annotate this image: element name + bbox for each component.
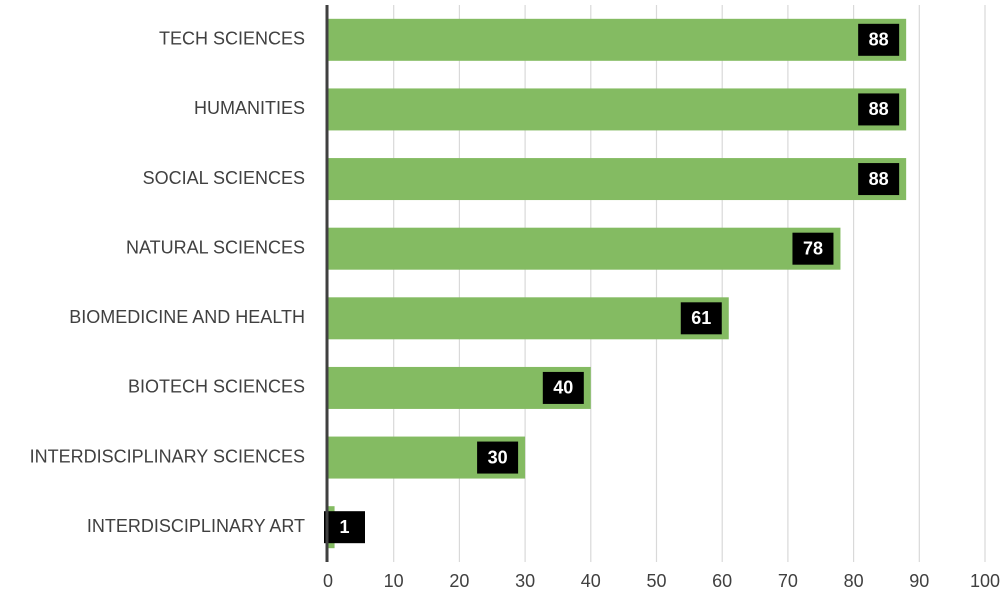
- y-tick-label: SOCIAL SCIENCES: [143, 168, 305, 188]
- y-tick-label: TECH SCIENCES: [159, 29, 305, 49]
- y-tick-label: INTERDISCIPLINARY ART: [87, 516, 305, 536]
- x-tick-label: 40: [581, 571, 601, 591]
- y-tick-label: HUMANITIES: [194, 98, 305, 118]
- x-tick-label: 80: [844, 571, 864, 591]
- value-label: 40: [553, 378, 573, 398]
- value-label: 1: [339, 517, 349, 537]
- bar: [328, 297, 729, 340]
- value-label-box: [542, 371, 584, 404]
- x-tick-label: 90: [909, 571, 929, 591]
- value-label: 88: [869, 99, 889, 119]
- bar: [328, 227, 841, 270]
- value-label: 61: [691, 308, 711, 328]
- bar: [328, 18, 907, 61]
- bar: [328, 88, 907, 131]
- value-label: 88: [869, 30, 889, 50]
- x-tick-label: 20: [449, 571, 469, 591]
- value-label-box: [858, 93, 900, 126]
- x-tick-label: 10: [384, 571, 404, 591]
- x-tick-label: 100: [970, 571, 1000, 591]
- x-tick-label: 0: [323, 571, 333, 591]
- x-tick-label: 50: [646, 571, 666, 591]
- y-tick-label: INTERDISCIPLINARY SCIENCES: [30, 446, 305, 466]
- value-label: 30: [488, 447, 508, 467]
- x-tick-label: 70: [778, 571, 798, 591]
- bar: [328, 158, 907, 201]
- x-tick-label: 60: [712, 571, 732, 591]
- value-label-box: [680, 302, 722, 335]
- value-label-box: [324, 511, 365, 544]
- y-tick-label: BIOMEDICINE AND HEALTH: [69, 307, 305, 327]
- value-label-box: [858, 23, 900, 56]
- value-label-box: [792, 232, 834, 265]
- value-label-box: [477, 441, 519, 474]
- x-tick-label: 30: [515, 571, 535, 591]
- value-label: 88: [869, 169, 889, 189]
- y-tick-label: NATURAL SCIENCES: [126, 237, 305, 257]
- value-label-box: [858, 163, 900, 196]
- value-label: 78: [803, 238, 823, 258]
- y-tick-label: BIOTECH SCIENCES: [128, 377, 305, 397]
